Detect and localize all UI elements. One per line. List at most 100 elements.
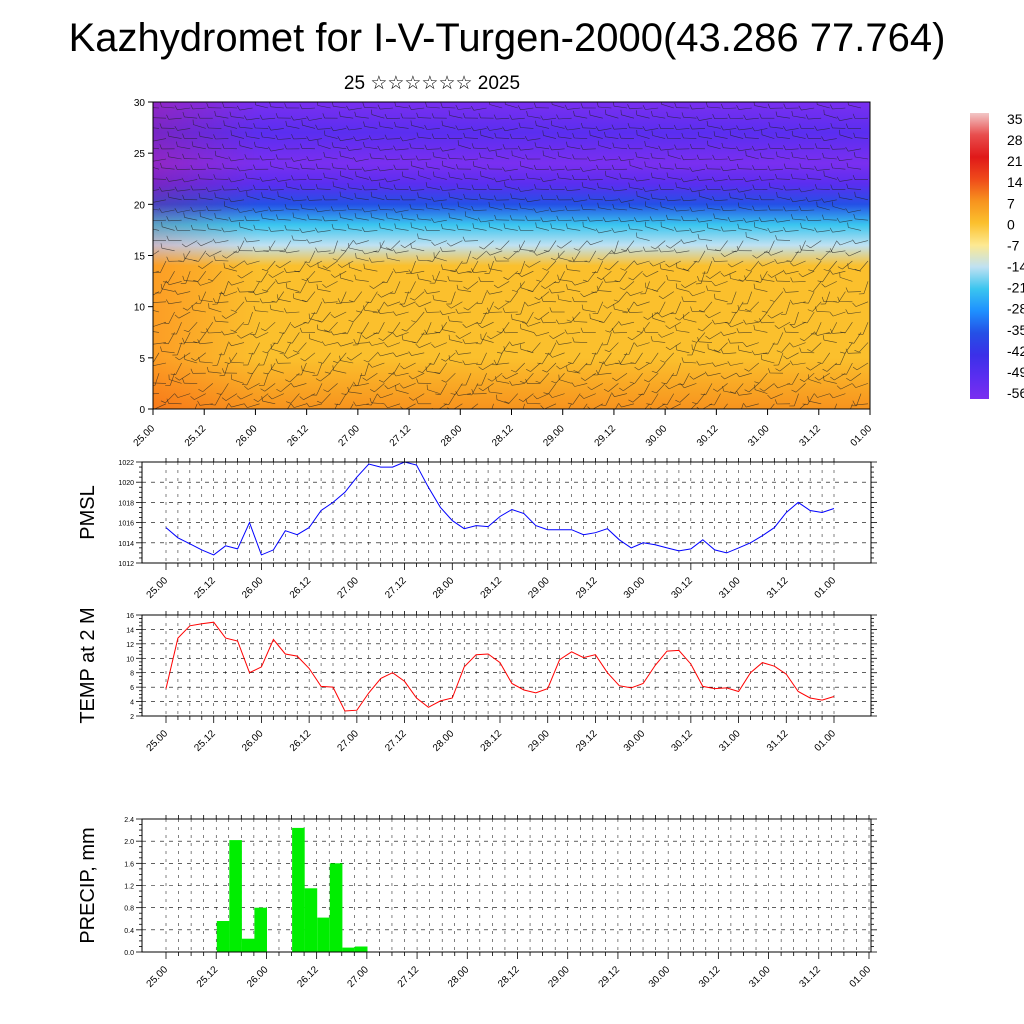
wind-barb [679,311,690,321]
wind-barb [605,362,619,366]
wind-barb [738,393,752,396]
wind-barb-flag [487,184,490,190]
wind-barb [396,389,409,394]
wind-barb-flag [355,252,357,258]
wind-barb [666,393,675,405]
wind-barb [257,393,269,402]
wind-barb-flag [425,102,428,108]
wind-barb-flag [378,182,381,188]
wind-barb-flag [789,299,794,305]
wind-barb [161,351,175,354]
wind-barb-flag [591,353,597,355]
wind-barb-flag [416,398,419,404]
wind-barb-flag [564,104,568,110]
wind-barb [520,249,534,252]
wind-barb-flag [550,223,553,229]
wind-barb [309,281,323,283]
wind-barb-flag [743,177,747,182]
wind-barb-flag [619,133,622,139]
wind-barb-flag [658,123,662,129]
wind-barb [453,403,463,409]
wind-barb-flag [825,251,831,253]
wind-barb [212,270,222,282]
wind-barb-flag [166,235,169,241]
wind-barb [614,105,628,109]
wind-barb-flag [228,197,232,202]
wind-barb [252,362,260,374]
wind-barb [848,104,862,109]
heatmap-warm-shade [153,102,870,409]
heatmap-x-tick-label: 28.12 [490,423,516,449]
wind-barb-flag [368,341,372,346]
wind-barb [777,136,791,139]
wind-barb-flag [665,325,670,329]
wind-barb [770,126,784,129]
wind-barb [199,342,213,345]
wind-barb [355,158,369,162]
wind-barb [792,362,806,366]
wind-barb [480,198,494,201]
wind-barb [199,157,213,160]
wind-barb [380,247,394,252]
heatmap-y-tick-label: 15 [134,252,146,263]
wind-barb [490,332,503,340]
wind-barb [277,138,291,140]
wind-barb-flag [518,398,524,402]
wind-barb-flag [346,145,350,151]
wind-barb [411,270,425,274]
wind-barb-flag [486,289,490,295]
wind-barb [574,341,588,343]
wind-barb [636,114,650,119]
wind-barb [324,301,338,304]
wind-barb-flag [291,175,294,181]
wind-barb-flag [447,153,450,159]
wind-barb [528,301,541,307]
wind-barb-flag [300,358,306,362]
wind-barb-flag [713,213,715,219]
wind-barb-flag [212,238,216,244]
wind-barb-flag [182,275,185,281]
heatmap-x-tick-label: 31.12 [797,423,823,449]
wind-barb-flag [775,132,778,138]
wind-barb [770,250,784,256]
wind-barb-flag [456,224,459,230]
wind-barb-flag [542,268,548,271]
wind-barb-flag [301,120,303,126]
precip-y-tick-label: 0.8 [124,906,134,913]
wind-barb-flag [660,360,666,363]
wind-barb [192,189,206,191]
wind-barb [199,178,213,180]
wind-barb [567,146,581,150]
wind-barb [224,230,238,233]
wind-barb-flag [503,203,506,209]
wind-barb [847,291,862,293]
wind-barb-flag [642,273,647,278]
wind-barb-flag [845,208,849,213]
wind-barb-flag [571,281,576,286]
wind-barb-flag [597,140,600,146]
wind-barb [340,342,354,347]
wind-barb [684,281,697,288]
wind-barb [290,393,300,404]
wind-barb-flag [847,263,849,269]
wind-barb [481,291,487,304]
wind-barb [848,250,862,257]
wind-barb-flag [253,305,256,311]
wind-barb [278,196,291,201]
wind-barb-flag [565,264,568,270]
wind-barb [840,383,853,390]
wind-barb [380,148,394,151]
wind-barb-flag [355,171,357,177]
wind-barb-flag [428,363,434,365]
wind-barb [520,148,534,151]
wind-barb [778,352,784,366]
wind-barb [300,281,307,294]
wind-barb [794,311,799,325]
wind-barb [418,137,432,139]
wind-barb [509,291,519,303]
wind-barb-flag [556,319,559,325]
wind-barb [309,158,323,162]
wind-barb [534,240,541,253]
wind-barb-flag [636,232,638,238]
